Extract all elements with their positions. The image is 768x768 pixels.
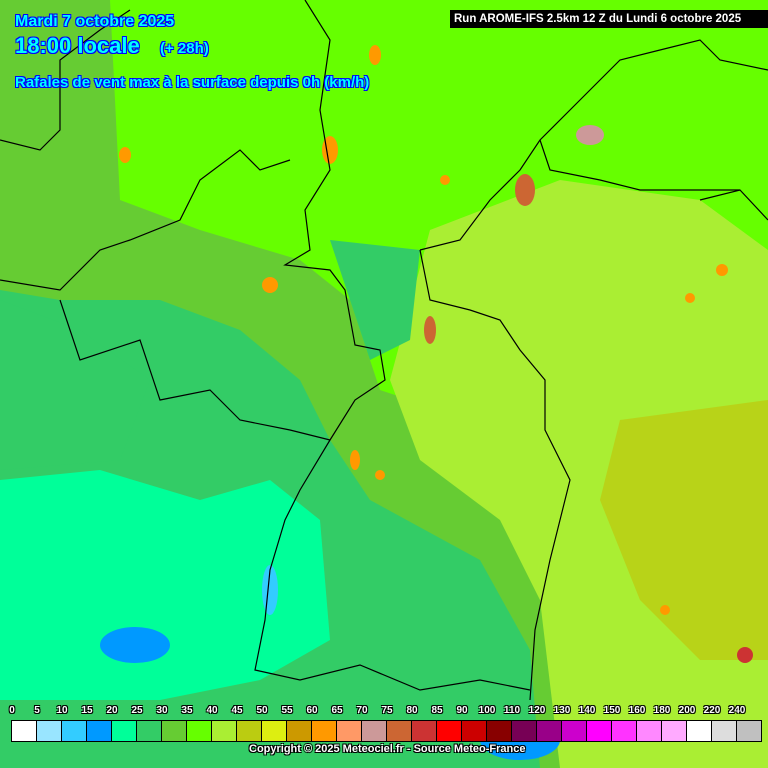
legend-swatch (712, 721, 737, 741)
map-region-dark-green (330, 240, 420, 360)
legend-label: 20 (106, 705, 118, 716)
legend-label: 140 (578, 705, 596, 716)
map-patch-blue (100, 627, 170, 663)
legend-label: 15 (81, 705, 93, 716)
legend-swatch (562, 721, 587, 741)
legend-label: 30 (156, 705, 168, 716)
legend-label: 100 (478, 705, 496, 716)
legend-label: 80 (406, 705, 418, 716)
legend-label: 240 (728, 705, 746, 716)
parameter-title: Rafales de vent max à la surface depuis … (15, 74, 370, 91)
map-region-dark-green-2 (0, 300, 150, 470)
forecast-date: Mardi 7 octobre 2025 (15, 13, 175, 30)
legend-swatch (137, 721, 162, 741)
map-region-cyan-green (0, 470, 330, 700)
legend-label: 5 (34, 705, 40, 716)
legend-swatch (462, 721, 487, 741)
legend-swatch (212, 721, 237, 741)
legend-swatch (337, 721, 362, 741)
legend-swatch (112, 721, 137, 741)
legend-swatch (412, 721, 437, 741)
legend-swatch (437, 721, 462, 741)
map-region-olive (600, 400, 768, 660)
legend-label: 65 (331, 705, 343, 716)
legend-label: 25 (131, 705, 143, 716)
legend-swatch (537, 721, 562, 741)
legend-swatch (487, 721, 512, 741)
map-patch-blue (262, 565, 278, 615)
map-gust-hotspots (119, 45, 753, 663)
legend-swatch (637, 721, 662, 741)
legend-label: 90 (456, 705, 468, 716)
legend-labels: 0 5 10 15 20 25 30 35 40 45 50 55 60 65 70 75 80 85 90 100 1… (0, 705, 768, 719)
legend-swatch (662, 721, 687, 741)
legend-swatch (362, 721, 387, 741)
legend-label: 40 (206, 705, 218, 716)
legend-swatch (512, 721, 537, 741)
legend-label: 180 (653, 705, 671, 716)
legend-label: 45 (231, 705, 243, 716)
legend-label: 200 (678, 705, 696, 716)
legend-label: 50 (256, 705, 268, 716)
model-run-label: Run AROME-IFS 2.5km 12 Z du Lundi 6 octo… (450, 10, 768, 28)
legend-label: 160 (628, 705, 646, 716)
legend-swatch (237, 721, 262, 741)
legend-label: 60 (306, 705, 318, 716)
forecast-offset: (+ 28h) (160, 40, 209, 57)
legend-label: 85 (431, 705, 443, 716)
legend-label: 75 (381, 705, 393, 716)
legend-swatch (587, 721, 612, 741)
legend-label: 10 (56, 705, 68, 716)
legend-swatch (162, 721, 187, 741)
legend-swatch (62, 721, 87, 741)
legend-swatch (187, 721, 212, 741)
legend-swatch (37, 721, 62, 741)
legend-swatch (737, 721, 761, 741)
legend-swatch (12, 721, 37, 741)
forecast-time: 18:00 locale (15, 33, 140, 58)
map-borders (0, 0, 768, 701)
color-legend (11, 720, 762, 742)
legend-swatch (612, 721, 637, 741)
legend-swatch (687, 721, 712, 741)
legend-swatch (287, 721, 312, 741)
legend-label: 55 (281, 705, 293, 716)
legend-label: 35 (181, 705, 193, 716)
legend-label: 70 (356, 705, 368, 716)
legend-label: 150 (603, 705, 621, 716)
legend-swatch (387, 721, 412, 741)
legend-label: 220 (703, 705, 721, 716)
legend-swatch (87, 721, 112, 741)
legend-swatch (312, 721, 337, 741)
legend-swatch (262, 721, 287, 741)
legend-label: 0 (9, 705, 15, 716)
legend-label: 130 (553, 705, 571, 716)
legend-label: 110 (503, 705, 521, 716)
copyright: Copyright © 2025 Meteociel.fr - Source M… (249, 743, 526, 755)
legend-label: 120 (528, 705, 546, 716)
